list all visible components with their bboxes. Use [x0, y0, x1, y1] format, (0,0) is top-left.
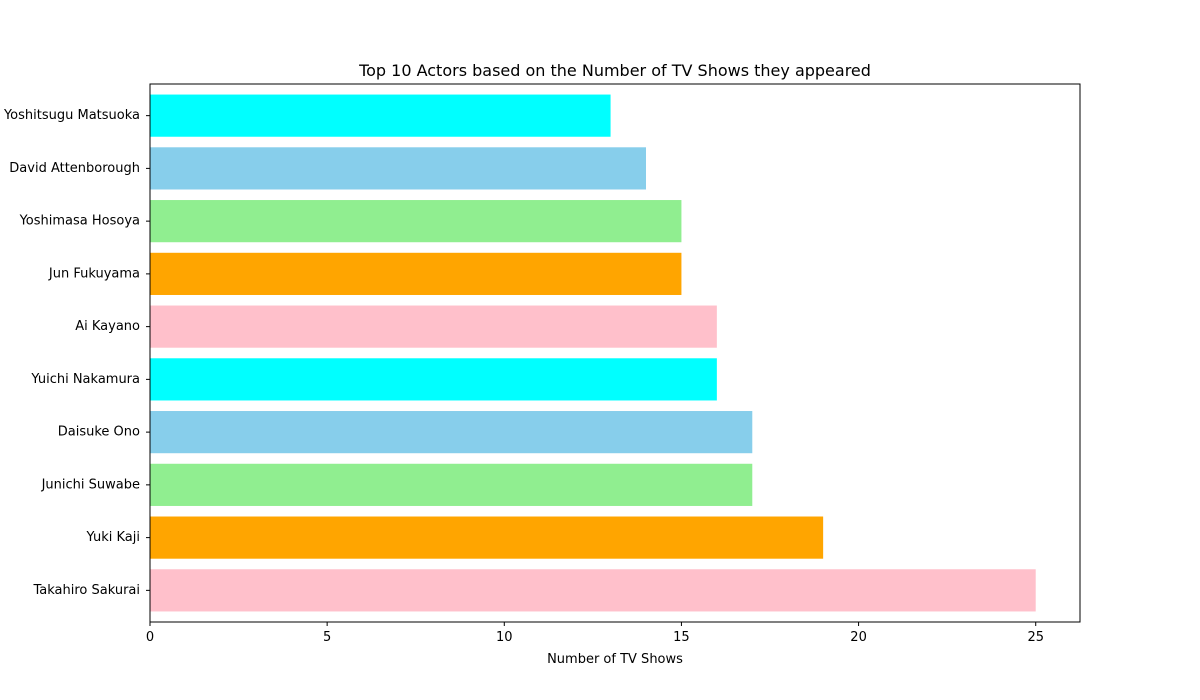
- bars-group: [150, 94, 1036, 612]
- y-tick-label: Takahiro Sakurai: [32, 583, 140, 598]
- bar: [150, 147, 646, 190]
- bar: [150, 463, 753, 506]
- y-axis: Takahiro Sakurai Yuki Kaji Junichi Suwabe D…: [3, 108, 150, 598]
- y-tick-label: Daisuke Ono: [58, 425, 140, 440]
- bar: [150, 200, 682, 243]
- bar: [150, 516, 824, 559]
- bar: [150, 411, 753, 454]
- x-tick-label: 5: [323, 630, 331, 645]
- y-tick-label: Yoshitsugu Matsuoka: [3, 108, 140, 123]
- chart-title: Top 10 Actors based on the Number of TV …: [358, 61, 871, 80]
- bar: [150, 252, 682, 295]
- bar: [150, 569, 1036, 612]
- x-tick-label: 15: [673, 630, 690, 645]
- bar: [150, 305, 717, 348]
- plot-frame: [149, 83, 1081, 623]
- y-tick-label: Ai Kayano: [75, 319, 140, 334]
- x-axis-label: Number of TV Shows: [547, 652, 683, 667]
- x-tick-label: 10: [496, 630, 513, 645]
- bar: [150, 94, 611, 137]
- y-tick-label: Jun Fukuyama: [48, 266, 140, 281]
- y-tick-label: Yuki Kaji: [86, 530, 140, 545]
- x-tick-label: 0: [146, 630, 154, 645]
- x-tick-label: 20: [850, 630, 867, 645]
- y-tick-label: Yoshimasa Hosoya: [19, 214, 140, 229]
- y-tick-label: Junichi Suwabe: [41, 477, 140, 492]
- y-tick-label: Yuichi Nakamura: [30, 372, 140, 387]
- x-tick-label: 25: [1027, 630, 1044, 645]
- bar: [150, 358, 717, 401]
- x-axis: 0 5 10 15 20 25: [146, 622, 1044, 645]
- y-tick-label: David Attenborough: [9, 161, 140, 176]
